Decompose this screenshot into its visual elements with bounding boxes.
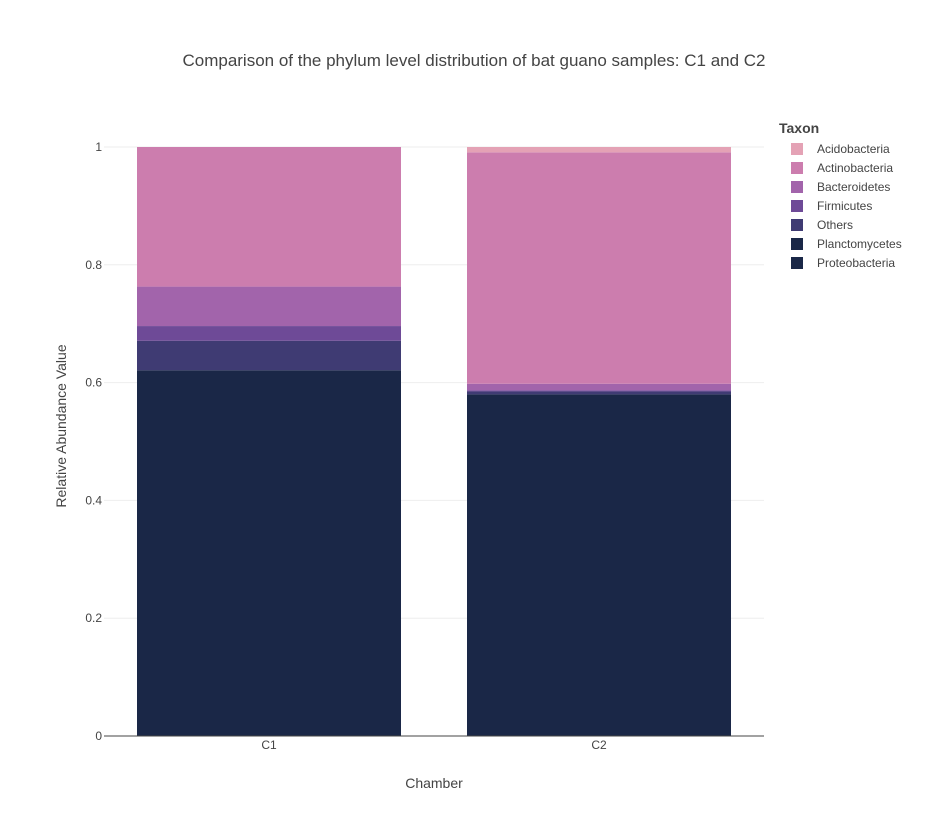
bar-firmicutes-c1[interactable] <box>137 326 401 341</box>
legend-swatch <box>791 219 803 231</box>
legend-item[interactable]: Others <box>791 218 853 232</box>
legend-label: Bacteroidetes <box>817 180 890 194</box>
bar-bacteroidetes-c2[interactable] <box>467 383 731 391</box>
legend-label: Planctomycetes <box>817 237 902 251</box>
bar-others-c1[interactable] <box>137 340 401 371</box>
bar-proteobacteria-c1[interactable] <box>137 370 401 736</box>
legend-label: Actinobacteria <box>817 161 893 175</box>
bar-actinobacteria-c1[interactable] <box>137 147 401 287</box>
legend-item[interactable]: Actinobacteria <box>791 161 893 175</box>
legend-swatch <box>791 162 803 174</box>
chart-title: Comparison of the phylum level distribut… <box>182 51 765 70</box>
legend-item[interactable]: Bacteroidetes <box>791 180 890 194</box>
y-tick-label: 0.6 <box>85 376 102 390</box>
legend-label: Proteobacteria <box>817 256 895 270</box>
axis-layer: 0 0.2 0.4 0.6 0.8 1 C1 C2 <box>85 140 764 752</box>
bar-firmicutes-c2[interactable] <box>467 390 731 392</box>
legend-item[interactable]: Planctomycetes <box>791 237 902 251</box>
y-tick-label: 0.4 <box>85 493 102 507</box>
bar-proteobacteria-c2[interactable] <box>467 394 731 736</box>
legend-label: Firmicutes <box>817 199 872 213</box>
y-tick-label: 1 <box>95 140 102 154</box>
bar-others-c2[interactable] <box>467 391 731 395</box>
legend-swatch <box>791 143 803 155</box>
bar-acidobacteria-c2[interactable] <box>467 147 731 153</box>
legend-swatch <box>791 200 803 212</box>
x-tick-label: C2 <box>591 738 607 752</box>
legend-item[interactable]: Acidobacteria <box>791 142 890 156</box>
legend[interactable]: Taxon Acidobacteria Actinobacteria Bacteroi… <box>779 120 902 270</box>
y-tick-label: 0 <box>95 729 102 743</box>
legend-swatch <box>791 257 803 269</box>
legend-swatch <box>791 181 803 193</box>
legend-item[interactable]: Proteobacteria <box>791 256 895 270</box>
legend-title: Taxon <box>779 120 819 136</box>
bar-actinobacteria-c2[interactable] <box>467 152 731 384</box>
y-tick-label: 0.8 <box>85 258 102 272</box>
x-axis-title: Chamber <box>405 775 463 791</box>
legend-label: Others <box>817 218 853 232</box>
legend-item[interactable]: Firmicutes <box>791 199 872 213</box>
y-tick-label: 0.2 <box>85 611 102 625</box>
y-axis-title: Relative Abundance Value <box>53 344 69 507</box>
bar-bacteroidetes-c1[interactable] <box>137 286 401 327</box>
legend-label: Acidobacteria <box>817 142 890 156</box>
legend-swatch <box>791 238 803 250</box>
bar-layer <box>137 147 731 736</box>
x-tick-label: C1 <box>261 738 277 752</box>
